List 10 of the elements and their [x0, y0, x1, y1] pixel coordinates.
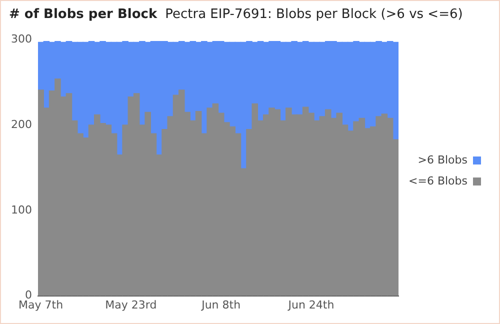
chart-title: # of Blobs per Block — [9, 7, 158, 22]
legend-label: >6 Blobs — [418, 153, 468, 166]
chart-subtitle: Pectra EIP-7691: Blobs per Block (>6 vs <=6) — [165, 7, 463, 22]
x-tick-label: Jun 8th — [200, 298, 241, 312]
y-tick-label: 200 — [10, 118, 32, 131]
y-tick-label: 300 — [10, 32, 32, 46]
y-tick-label: 100 — [10, 203, 32, 216]
x-tick-label: Jun 24th — [287, 298, 334, 312]
x-tick-label: May 23rd — [105, 298, 157, 312]
legend-label: <=6 Blobs — [408, 174, 468, 188]
